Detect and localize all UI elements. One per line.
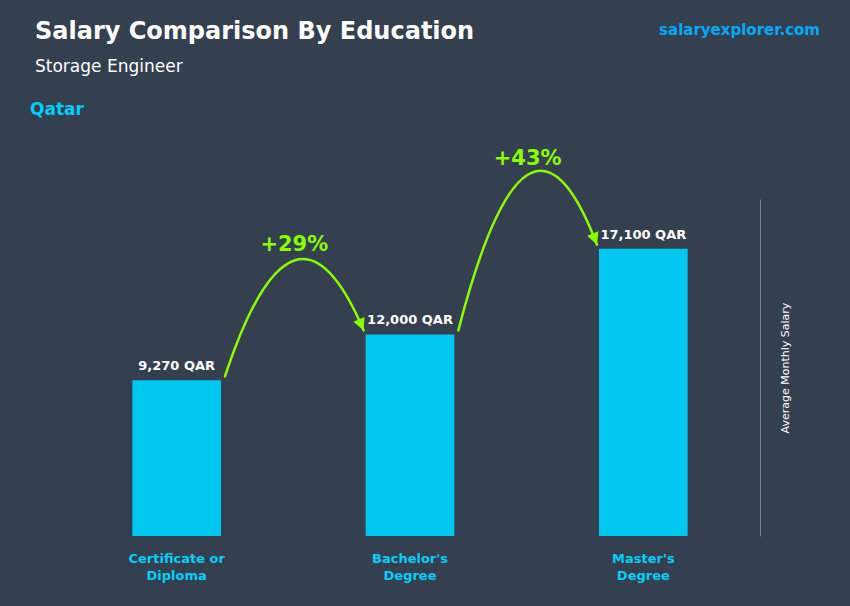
svg-text:12,000 QAR: 12,000 QAR — [367, 312, 453, 327]
svg-text:9,270 QAR: 9,270 QAR — [138, 358, 215, 373]
svg-text:salaryexplorer.com: salaryexplorer.com — [659, 21, 820, 39]
svg-text:+29%: +29% — [260, 232, 328, 256]
svg-text:Diploma: Diploma — [147, 568, 207, 583]
svg-text:Degree: Degree — [384, 568, 437, 583]
svg-text:+43%: +43% — [494, 146, 562, 170]
svg-text:Degree: Degree — [617, 568, 670, 583]
svg-text:Salary Comparison By Education: Salary Comparison By Education — [35, 17, 474, 45]
svg-text:Average Monthly Salary: Average Monthly Salary — [779, 302, 792, 433]
svg-text:Storage Engineer: Storage Engineer — [35, 56, 183, 76]
svg-text:Bachelor's: Bachelor's — [372, 551, 448, 566]
svg-text:Certificate or: Certificate or — [128, 551, 225, 566]
svg-text:Qatar: Qatar — [30, 99, 85, 119]
svg-text:17,100 QAR: 17,100 QAR — [600, 227, 686, 242]
svg-text:Master's: Master's — [612, 551, 675, 566]
